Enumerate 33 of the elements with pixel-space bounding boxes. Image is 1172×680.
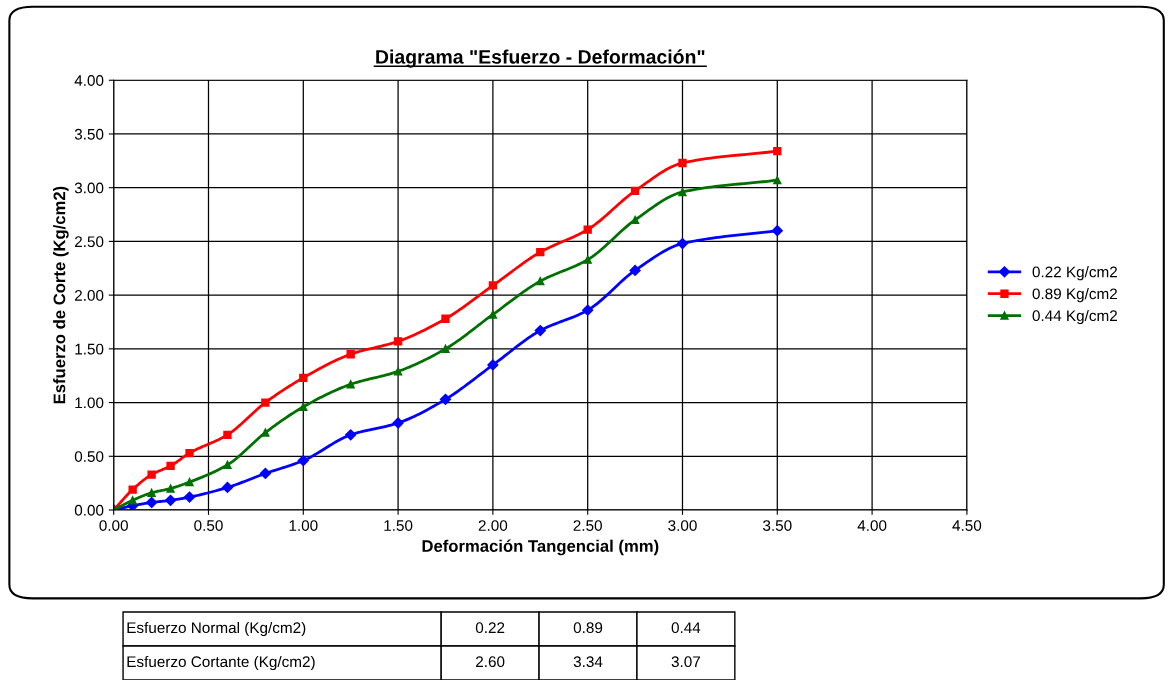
- x-tick-label: 2.50: [573, 520, 602, 531]
- y-tick-label: 1.00: [75, 397, 104, 409]
- text: 0.22: [475, 622, 505, 634]
- legend-label: 0.22 Kg/cm2: [1032, 266, 1117, 281]
- text: 0.89: [573, 622, 603, 634]
- x-tick-label: 0.00: [99, 520, 128, 531]
- y-tick-label: 0.00: [74, 504, 104, 516]
- x-axis-title: Deformación Tangencial (mm): [422, 539, 659, 556]
- text: 0.44: [671, 622, 701, 634]
- x-tick-label: 3.00: [668, 520, 697, 531]
- text: Esfuerzo Cortante (Kg/cm2): [127, 655, 315, 671]
- x-tick-label: 0.50: [194, 520, 223, 531]
- chart-title: Diagrama "Esfuerzo - Deformación": [376, 49, 705, 68]
- text: 3.34: [573, 656, 603, 668]
- x-tick-label: 4.00: [857, 520, 887, 531]
- legend-label: 0.44 Kg/cm2: [1032, 309, 1117, 325]
- y-tick-label: 2.50: [75, 236, 104, 248]
- x-tick-label: 4.50: [952, 520, 982, 531]
- y-tick-label: 1.50: [75, 343, 104, 355]
- y-tick-label: 2.00: [75, 289, 104, 301]
- legend-label: 0.89 Kg/cm2: [1032, 288, 1117, 303]
- x-tick-label: 1.50: [384, 520, 413, 531]
- y-axis-title: Esfuerzo de Corte (Kg/cm2): [53, 186, 69, 404]
- text: Esfuerzo Normal (Kg/cm2): [127, 621, 306, 637]
- text: 2.60: [476, 656, 505, 668]
- y-tick-label: 3.00: [74, 182, 104, 194]
- y-tick-label: 3.50: [74, 128, 104, 140]
- y-tick-label: 4.00: [74, 75, 104, 86]
- text: 3.07: [671, 656, 700, 668]
- x-tick-label: 3.50: [763, 520, 792, 531]
- x-tick-label: 2.00: [478, 520, 508, 531]
- y-tick-label: 0.50: [74, 451, 104, 462]
- x-tick-label: 1.00: [289, 520, 318, 531]
